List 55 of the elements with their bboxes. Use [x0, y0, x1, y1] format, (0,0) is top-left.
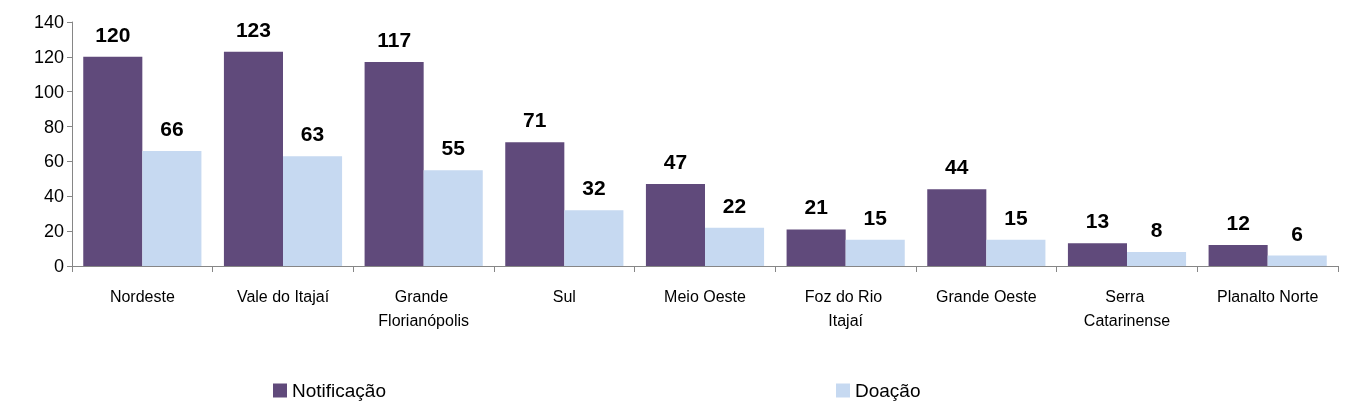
x-tick-label: Planalto Norte: [1216, 287, 1319, 305]
x-tick-label: Serra Catarinense: [1083, 287, 1171, 329]
y-tick-label: 40: [43, 186, 64, 207]
data-label: 8: [1150, 218, 1163, 242]
data-label: 71: [523, 108, 547, 132]
y-tick-label: 20: [43, 221, 64, 242]
y-tick-label: 60: [43, 151, 64, 172]
y-tick-label: 140: [33, 12, 64, 32]
data-label: 21: [804, 195, 829, 219]
bar: [1127, 252, 1187, 266]
bar: [927, 189, 987, 266]
data-label: 15: [863, 205, 888, 229]
bar: [1208, 245, 1268, 266]
x-tick-label: Meio Oeste: [664, 287, 747, 305]
bar: [505, 142, 565, 266]
data-label: 6: [1291, 221, 1304, 245]
y-tick-label: 120: [33, 46, 64, 67]
bar: [845, 239, 905, 266]
legend-label: Doação: [854, 380, 921, 401]
y-tick-label: 0: [53, 256, 64, 276]
data-label: 63: [300, 122, 325, 146]
bar: [1067, 243, 1127, 266]
x-tick-label: Nordeste: [109, 287, 175, 305]
bar: [364, 62, 424, 266]
bar: [423, 170, 483, 266]
bar: [142, 150, 202, 266]
x-tick-label: Foz do Rio Itajaí: [804, 287, 887, 329]
bar: [83, 56, 143, 266]
data-label: 47: [663, 150, 688, 174]
data-label: 22: [722, 193, 747, 217]
x-tick-label: Vale do Itajaí: [236, 287, 330, 305]
bar: [564, 210, 624, 266]
x-tick-label: Sul: [552, 287, 576, 305]
bar: [786, 229, 846, 266]
data-label: 120: [95, 22, 131, 46]
data-label: 117: [377, 28, 412, 52]
bar: [1267, 255, 1327, 266]
data-label: 44: [945, 155, 969, 179]
y-tick-label: 100: [33, 81, 64, 102]
data-label: 55: [441, 136, 466, 160]
y-tick-label: 80: [43, 116, 64, 137]
legend-label: Notificação: [292, 380, 386, 401]
data-label: 32: [582, 176, 606, 200]
data-label: 15: [1004, 205, 1028, 229]
data-label: 66: [160, 116, 184, 140]
x-tick-label: Grande Oeste: [936, 287, 1037, 305]
data-label: 12: [1226, 211, 1250, 235]
bar: [283, 156, 343, 266]
data-label: 13: [1085, 209, 1110, 233]
data-label: 123: [235, 17, 271, 41]
bar: [645, 184, 705, 266]
bar: [705, 227, 765, 266]
x-tick-label: Grande Florianópolis: [378, 287, 470, 329]
bar: [223, 51, 283, 266]
bar: [986, 239, 1046, 266]
